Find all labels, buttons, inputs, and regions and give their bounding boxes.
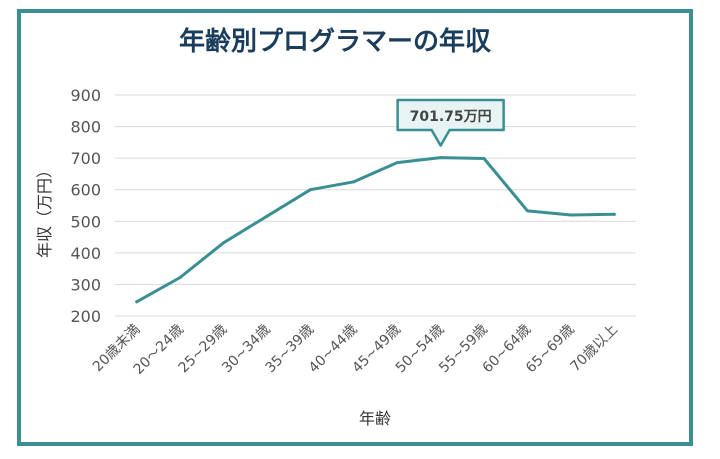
data-point (439, 156, 443, 160)
data-point (569, 213, 573, 217)
series-line-group (135, 156, 616, 304)
data-point (352, 180, 356, 184)
data-point (135, 300, 139, 304)
data-point (308, 188, 312, 192)
data-point (482, 156, 486, 160)
y-tick-label: 900 (70, 86, 101, 105)
data-point (265, 214, 269, 218)
x-axis-ticks: 20歳未満20～24歳25~29歳30~34歳35~39歳40~44歳45~49… (90, 322, 621, 378)
x-axis-label: 年齢 (359, 409, 391, 428)
y-axis-ticks: 200 300 400 500 600 700 800 900 (70, 86, 101, 326)
y-tick-label: 300 (70, 275, 101, 294)
y-tick-label: 600 (70, 181, 101, 200)
y-tick-label: 200 (70, 307, 101, 326)
peak-callout: 701.75万円 (396, 98, 505, 147)
data-point (525, 209, 529, 213)
y-tick-label: 500 (70, 212, 101, 231)
y-tick-label: 800 (70, 118, 101, 137)
data-point (612, 212, 616, 216)
y-tick-label: 400 (70, 244, 101, 263)
y-tick-label: 700 (70, 149, 101, 168)
grid-lines (115, 94, 636, 317)
data-point (178, 275, 182, 279)
callout-box (396, 98, 505, 147)
chart-frame (17, 9, 693, 446)
series-line (135, 156, 616, 304)
x-tick-label: 65~69歳 (523, 322, 578, 377)
callout-label: 701.75万円 (410, 109, 492, 125)
y-axis-label: 年収（万円） (35, 162, 54, 258)
x-tick-label: 70歳以上 (568, 322, 622, 376)
data-point (222, 241, 226, 245)
chart-title: 年齢別プログラマーの年収 (179, 26, 492, 57)
data-point (395, 161, 399, 165)
